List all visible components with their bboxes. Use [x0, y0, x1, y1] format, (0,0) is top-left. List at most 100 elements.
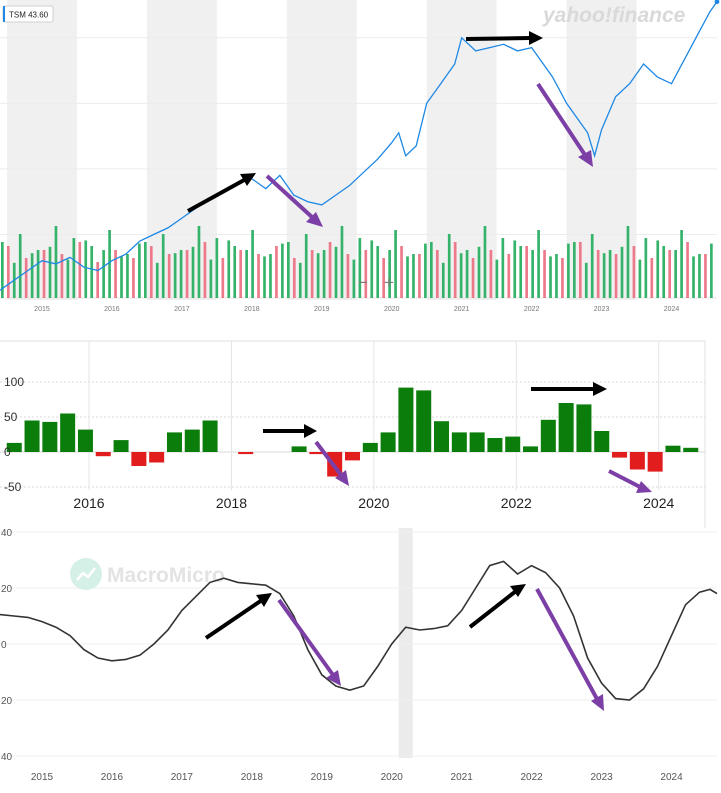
volume-bar: [275, 246, 278, 298]
volume-bar: [418, 254, 421, 298]
volume-bar: [167, 254, 171, 298]
growth-bar: [505, 436, 521, 452]
volume-bar: [66, 259, 70, 298]
y-tick-label: 40: [1, 752, 13, 763]
growth-bar: [202, 420, 218, 452]
volume-bar: [310, 250, 314, 298]
x-tick-label: 2018: [241, 772, 264, 783]
x-tick-label: 2015: [31, 772, 54, 783]
volume-bar: [698, 254, 701, 298]
x-tick-labels: 2015 2016 2017 2018 2019 2020 2021 2022 2023 2024: [34, 306, 679, 313]
volume-bar: [352, 259, 356, 298]
arrow-head: [326, 670, 341, 686]
y-tick-label: 20: [1, 584, 13, 595]
growth-bar: [345, 452, 360, 461]
arrow-head: [593, 382, 607, 396]
volume-bar: [394, 230, 397, 298]
arrow-purple-2019-down: [314, 440, 343, 477]
y-tick-label: 100: [4, 375, 24, 389]
arrow-black-2021-up: [468, 589, 518, 629]
volume-bar: [561, 258, 564, 298]
volume-bar: [430, 242, 433, 298]
x-tick-label: 2024: [660, 772, 683, 783]
volume-bar: [24, 258, 28, 298]
volume-bar: [644, 238, 648, 298]
volume-bar: [42, 250, 46, 298]
volume-bar: [632, 246, 636, 298]
macro-indicator-panel: MacroMicro 40 20 0 20 40 2015 2016 2017 2018 201…: [0, 528, 721, 788]
volume-bar: [519, 246, 523, 298]
volume-bar: [149, 246, 153, 298]
year-band: [566, 0, 637, 300]
x-tick-label: 2016: [104, 306, 120, 313]
arrow-head: [240, 173, 256, 186]
volume-bar: [161, 234, 165, 298]
volume-bar: [346, 254, 350, 298]
volume-bar: [567, 243, 570, 298]
volume-bar: [132, 258, 135, 298]
volume-bar: [96, 262, 100, 298]
y-tick-label: 20: [1, 696, 13, 707]
x-tick-label: 2022: [521, 772, 544, 783]
volume-bar: [620, 246, 624, 298]
zoom-out-button[interactable]: −: [358, 273, 368, 292]
y-tick-labels: 100 50 0 -50: [4, 375, 24, 494]
growth-bar: [24, 420, 40, 452]
grid-lines: [0, 531, 717, 757]
annotation-arrows: [263, 382, 652, 493]
volume-bar: [90, 246, 94, 298]
x-tick-label: 2024: [643, 495, 674, 511]
volume-bar: [114, 250, 117, 298]
volume-bar: [245, 250, 248, 298]
last-price-dot: [714, 0, 720, 5]
volume-bar: [447, 234, 451, 298]
growth-bar: [434, 421, 450, 452]
volume-bar: [584, 262, 588, 298]
x-tick-label: 2020: [358, 495, 389, 511]
volume-bar: [578, 242, 582, 298]
zoom-in-button[interactable]: +: [384, 273, 394, 292]
growth-bar: [487, 438, 503, 452]
volume-bar: [435, 250, 439, 298]
volume-bar: [48, 246, 52, 298]
volume-bar: [602, 253, 606, 298]
growth-bar: [558, 403, 574, 452]
volume-bar: [662, 246, 666, 298]
x-tick-label: 2018: [216, 495, 247, 511]
x-tick-label: 2020: [384, 306, 400, 313]
x-tick-label: 2015: [34, 306, 50, 313]
volume-bar: [674, 250, 677, 298]
ticker-label: TSM 43.60: [9, 11, 49, 20]
volume-bar: [668, 250, 672, 298]
volume-bar: [340, 226, 344, 298]
growth-bar: [238, 452, 254, 455]
y-tick-label: 40: [1, 528, 13, 539]
volume-bar: [209, 259, 213, 298]
arrow-purple-2023-down: [608, 469, 641, 489]
volume-bar: [537, 230, 540, 298]
yahoo-finance-logo: yahoo!finance: [542, 4, 686, 27]
volume-bar: [650, 258, 654, 298]
volume-bar: [221, 258, 225, 298]
x-tick-label: 2018: [244, 306, 260, 313]
arrow-purple-2018-down: [277, 598, 335, 677]
growth-bar: [42, 421, 58, 452]
growth-bar-chart: 100 50 0 -50 2016 2018 2020 2022 2024: [0, 340, 706, 528]
volume-bar: [36, 250, 40, 298]
x-tick-label: 2017: [171, 772, 194, 783]
growth-bar: [469, 432, 485, 452]
volume-bar: [590, 234, 594, 298]
volume-bar: [108, 230, 111, 298]
price-chart-panel: 2015 2016 2017 2018 2019 2020 2021 2022 2023 2024…: [0, 0, 721, 330]
x-tick-labels: 2015 2016 2017 2018 2019 2020 2021 2022 2023 2024: [31, 772, 683, 783]
volume-bar: [18, 234, 22, 298]
year-bands: [6, 0, 637, 300]
y-tick-label: 0: [1, 640, 7, 651]
volume-bar: [72, 238, 76, 298]
x-tick-label: 2017: [174, 306, 190, 313]
growth-bar: [451, 432, 467, 452]
volume-bar: [489, 250, 493, 298]
volume-bar: [287, 242, 290, 298]
volume-bar: [126, 254, 129, 298]
